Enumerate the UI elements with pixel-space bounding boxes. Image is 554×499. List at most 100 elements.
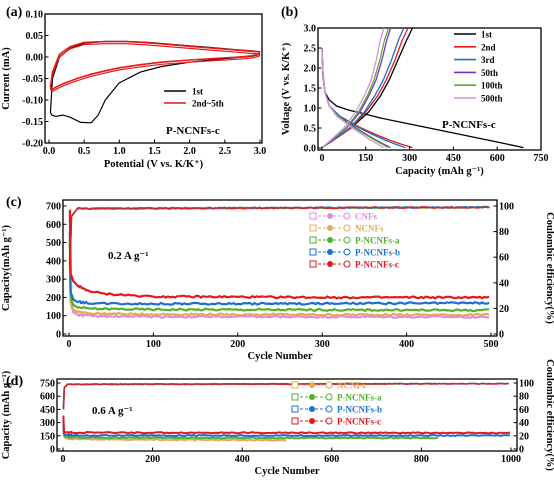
legend-marker-open — [343, 212, 351, 220]
y-tick-label: 0.5 — [304, 124, 317, 135]
x-tick-label: 0 — [61, 454, 66, 465]
legend-label: P-NCNFs-b — [337, 405, 382, 415]
y-tick-label: 450 — [40, 405, 55, 416]
y-tick-label: 0.00 — [26, 53, 44, 64]
legend-label: 2nd — [481, 42, 496, 52]
current-density-annotation: 0.2 A g⁻¹ — [108, 250, 149, 262]
y-tick-label: 300 — [40, 418, 55, 429]
y-tick-label: -0.10 — [22, 96, 43, 107]
legend-label: CNFs — [355, 212, 377, 222]
legend-marker-filled — [327, 237, 333, 243]
legend-label: 1st — [481, 30, 492, 40]
discharge-curve-5 — [321, 47, 384, 149]
x-tick-label: 3.0 — [254, 146, 267, 157]
plot-area — [62, 199, 498, 337]
x-tick-label: 150 — [358, 153, 373, 164]
legend-marker-open — [325, 405, 333, 413]
x-axis-label-a: Potential (V vs. K/K⁺) — [104, 159, 204, 170]
current-density-annotation: 0.6 A g⁻¹ — [92, 405, 133, 417]
capacity-series-0 — [68, 260, 490, 320]
y-axis-label: Capacity(mAh g⁻¹) — [1, 225, 12, 311]
x-tick-label: 600 — [490, 153, 505, 164]
y-tick-label: 0.05 — [26, 31, 44, 42]
charge-curve-4 — [321, 27, 390, 149]
panel-label-b: (b) — [281, 5, 298, 20]
y-tick-label: 60 — [499, 253, 509, 264]
x-tick-label: 500 — [484, 339, 499, 350]
y-tick-label: 2.5 — [304, 44, 317, 55]
y2-axis-label: Coulombic efficiency(%) — [544, 212, 554, 324]
x-tick-label: 2.5 — [219, 146, 232, 157]
discharge-curve-4 — [321, 47, 389, 149]
y-tick-label: -0.05 — [22, 74, 43, 85]
y-tick-label: 100 — [519, 379, 534, 390]
x-tick-label: 0 — [67, 339, 72, 350]
legend-label: 3rd — [481, 55, 495, 65]
legend-marker-filled — [309, 418, 315, 424]
efficiency-series-3 — [62, 382, 510, 410]
legend-marker-filled — [309, 406, 315, 412]
discharge-curve-3 — [321, 47, 391, 149]
capacity-series-0 — [62, 422, 287, 442]
legend-marker-open — [309, 236, 317, 244]
y-tick-label: 700 — [46, 202, 61, 213]
legend-marker-open — [343, 224, 351, 232]
y-tick-label: -0.15 — [22, 117, 43, 128]
y-tick-label: 0 — [56, 330, 61, 341]
plot-area — [56, 378, 518, 452]
y-tick-label: 3.0 — [304, 24, 317, 35]
legend-marker-open — [309, 212, 317, 220]
legend-label: P-NCNFs-a — [337, 393, 382, 403]
legend-marker-filled — [327, 225, 333, 231]
legend-marker-open — [291, 393, 299, 401]
capacity-series-3 — [62, 415, 511, 435]
x-tick-label: 200 — [230, 339, 245, 350]
x-tick-label: 300 — [402, 153, 417, 164]
panel-a: (a) 0.0 0.5 1.0 1.5 2.0 2.5 3.0 -0.20 -0.15 -0.10 -… — [1, 5, 266, 170]
plot-area-b — [317, 27, 542, 151]
x-tick-label: 2.0 — [183, 146, 196, 157]
x-tick-label: 450 — [446, 153, 461, 164]
y-tick-label: 1.0 — [304, 104, 317, 115]
x-tick-label: 400 — [399, 339, 414, 350]
legend-label: P-NCNFs-c — [355, 260, 399, 270]
panel-b: (b) 0 150 300 450 600 750 0.0 0.5 1.0 1.5 2.0 2.5 3.0… — [281, 5, 549, 177]
panel-label: (d) — [6, 374, 23, 389]
y-axis-label-a: Current (mA) — [1, 47, 12, 110]
x-axis-label: Cycle Number — [247, 351, 312, 362]
y-tick-label: 80 — [519, 392, 529, 403]
y-tick-label: 600 — [40, 392, 55, 403]
y-tick-label: 200 — [46, 293, 61, 304]
y-tick-label: 300 — [46, 275, 61, 286]
legend-marker-open — [343, 248, 351, 256]
x-tick-label: 200 — [145, 454, 160, 465]
y-tick-label: 20 — [499, 304, 509, 315]
legend-marker-open — [291, 381, 299, 389]
legend-marker-filled — [309, 382, 315, 388]
legend-marker-open — [291, 417, 299, 425]
x-tick-label: 400 — [235, 454, 250, 465]
capacity-series-1 — [68, 257, 490, 317]
legend-marker-open — [325, 393, 333, 401]
y-tick-label: 80 — [499, 227, 509, 238]
y-tick-label: 40 — [499, 278, 509, 289]
x-tick-label: 0.5 — [78, 146, 91, 157]
y2-axis-label: Coulombic efficiency(%) — [544, 359, 554, 471]
x-tick-label: 300 — [315, 339, 330, 350]
x-tick-label: 0 — [320, 153, 325, 164]
x-axis-label-b: Capacity (mAh g⁻¹) — [395, 166, 484, 177]
y-tick-label: 0.0 — [304, 144, 317, 155]
y-tick-label: 0 — [519, 445, 524, 456]
y-tick-label: -0.20 — [22, 139, 43, 150]
legend-label: 100th — [481, 81, 503, 91]
y-axis-label-b: Voltage (V vs. K/K⁺) — [281, 42, 292, 135]
y-tick-label: 100 — [46, 311, 61, 322]
y-tick-label: 1.5 — [304, 84, 317, 95]
legend-marker-open — [325, 417, 333, 425]
legend-marker-filled — [327, 213, 333, 219]
legend-marker-filled — [327, 249, 333, 255]
legend-marker-open — [325, 381, 333, 389]
capacity-series-1 — [62, 420, 439, 440]
y-tick-label: 750 — [40, 379, 55, 390]
legend-marker-open — [343, 260, 351, 268]
